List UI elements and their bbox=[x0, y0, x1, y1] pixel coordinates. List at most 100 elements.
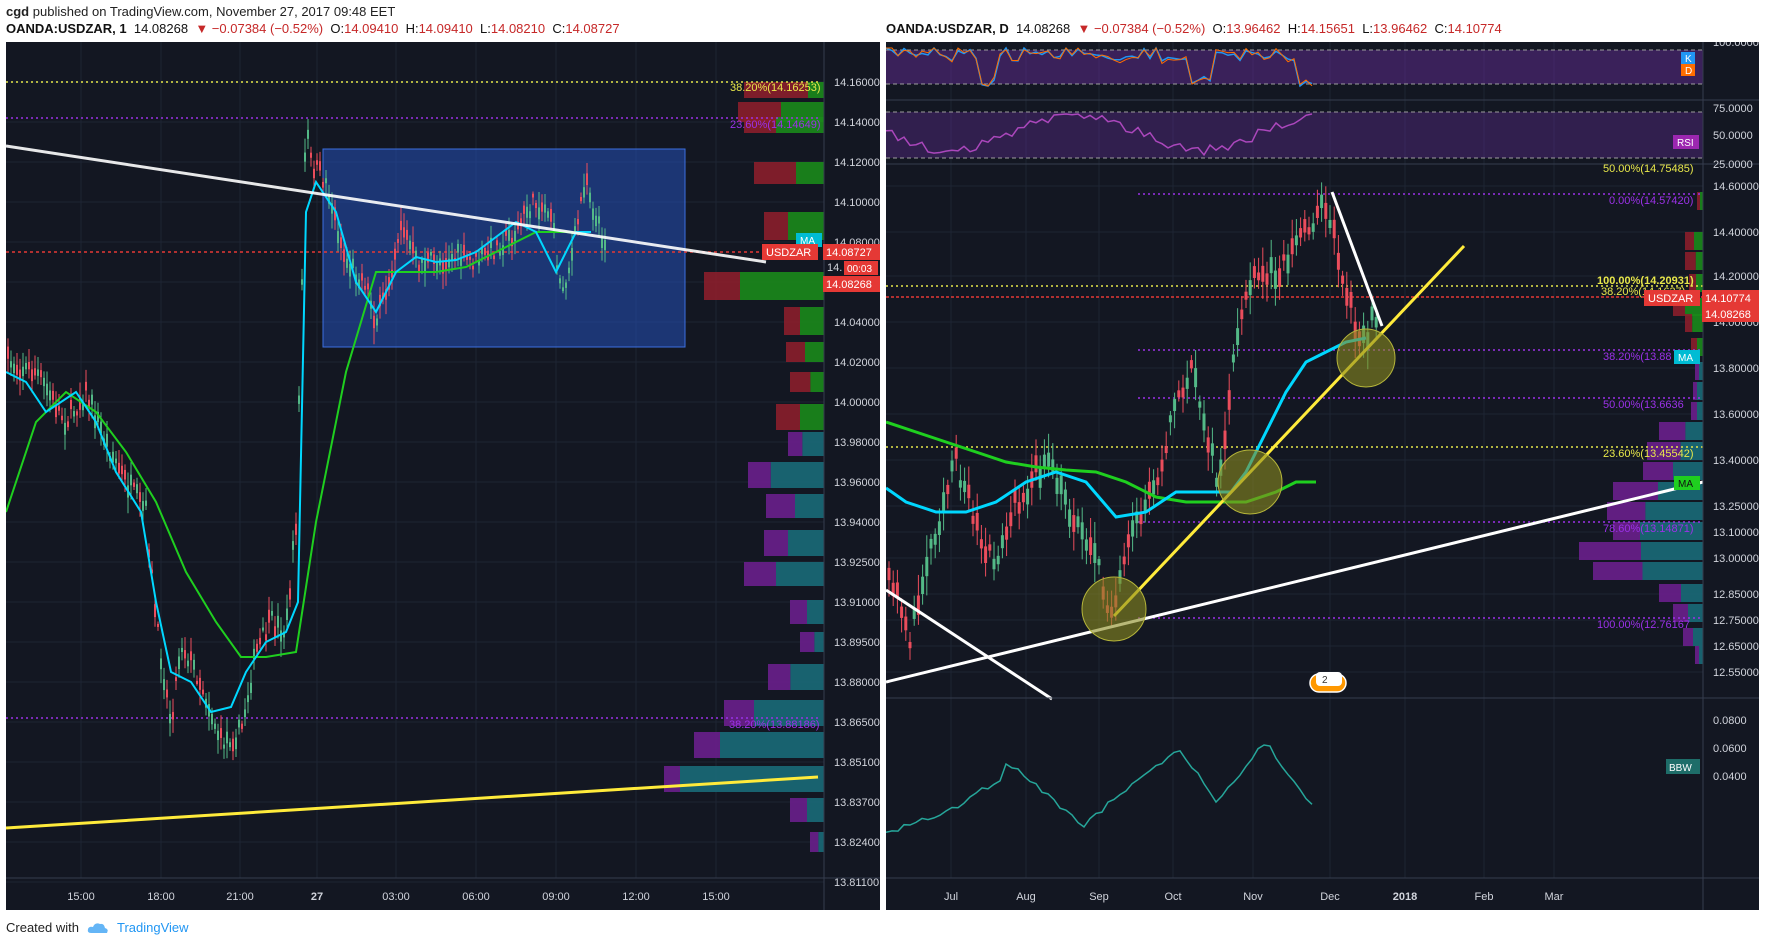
right-candle-body bbox=[1345, 287, 1349, 306]
bbw-line[interactable] bbox=[885, 744, 1313, 834]
bbw-badge bbox=[1666, 759, 1700, 774]
right-badge-price bbox=[1702, 290, 1759, 306]
right-vp-bar-up bbox=[1697, 402, 1703, 420]
right-circle-sep[interactable] bbox=[1081, 576, 1147, 642]
right-candle-body bbox=[1315, 205, 1319, 218]
left-symbol-info: OANDA:USDZAR, 1 14.08268 ▼ −0.07384 (−0.… bbox=[6, 21, 620, 36]
right-vp-bar-down bbox=[1659, 584, 1681, 602]
left-candle-body bbox=[151, 569, 153, 574]
left-candle-body bbox=[457, 243, 459, 253]
right-vp-bar-down bbox=[1693, 382, 1697, 400]
left-price: 14.08268 bbox=[133, 21, 189, 36]
right-x-tick: Aug bbox=[1016, 891, 1036, 903]
right-candle-body bbox=[1294, 235, 1298, 246]
left-candle-body bbox=[196, 680, 198, 684]
left-candle-body bbox=[373, 315, 375, 329]
right-candle-body bbox=[950, 460, 954, 472]
left-y-tick: 13.82400 bbox=[834, 837, 880, 849]
stoch-k-line[interactable] bbox=[885, 46, 1313, 88]
event-count-badge[interactable] bbox=[1316, 672, 1342, 686]
right-circle-nov[interactable] bbox=[1336, 328, 1396, 388]
left-x-axis[interactable]: 15:00 18:00 21:00 27 03:00 06:00 09:00 12:00 15:… bbox=[67, 891, 730, 903]
right-candle-body bbox=[904, 616, 908, 631]
left-chart-svg[interactable]: 38.20%(14.16253) 23.60%(14.14649) 38.20%… bbox=[5, 42, 880, 910]
stoch-d-line[interactable] bbox=[886, 46, 1313, 87]
left-candle-body bbox=[25, 362, 27, 370]
left-candle-body bbox=[85, 381, 87, 391]
left-fib-label-236: 23.60%(14.14649) bbox=[730, 119, 821, 131]
right-trendline-yellow[interactable] bbox=[1112, 244, 1466, 618]
left-badge-price-text: 14.08727 bbox=[826, 247, 872, 259]
left-ma-green[interactable] bbox=[5, 231, 587, 658]
right-open: 13.96462 bbox=[1226, 21, 1281, 36]
right-candle-body bbox=[1231, 354, 1235, 363]
right-candle-body bbox=[1336, 252, 1340, 270]
left-candle-body bbox=[145, 500, 147, 506]
left-badge-ma-text: MA bbox=[800, 236, 815, 247]
right-ma-cyan[interactable] bbox=[885, 336, 1367, 519]
right-chart-panel[interactable]: 50.00%(14.75485) 0.00%(14.57420) 100.00%… bbox=[885, 37, 1759, 910]
left-fib-label-lower: 38.20%(13.88186) bbox=[729, 719, 820, 731]
left-vp-bar-up bbox=[807, 600, 824, 624]
right-candle-body bbox=[1303, 219, 1307, 233]
left-trendline-white[interactable] bbox=[5, 144, 767, 264]
right-candle-body bbox=[1215, 477, 1219, 487]
right-vp-bar-up bbox=[1642, 562, 1703, 580]
right-badge-ma-green-text: MA bbox=[1678, 479, 1693, 490]
publish-header: cgd published on TradingView.com, Novemb… bbox=[6, 4, 395, 19]
right-candle-body bbox=[1152, 480, 1156, 495]
right-candle-body bbox=[1126, 534, 1130, 548]
left-candle-body bbox=[226, 731, 228, 744]
left-y-axis[interactable]: 14.1600014.1400014.1200014.1000014.08000… bbox=[834, 77, 880, 889]
left-badge-timer bbox=[844, 261, 878, 275]
left-candle-body bbox=[337, 231, 339, 244]
right-candle-body bbox=[1265, 273, 1269, 285]
right-trendline-white-down[interactable] bbox=[885, 588, 1053, 701]
left-candle-body bbox=[28, 361, 30, 370]
right-x-axis[interactable]: Jul Aug Sep Oct Nov Dec 2018 Feb Mar bbox=[944, 891, 1564, 903]
right-x-tick: Dec bbox=[1320, 891, 1340, 903]
right-y-tick: 14.60000 bbox=[1713, 181, 1759, 193]
left-y-tick: 13.94000 bbox=[834, 517, 880, 529]
left-candle-body bbox=[223, 744, 225, 749]
right-trendline-white-short[interactable] bbox=[1330, 191, 1384, 327]
right-x-tick: Feb bbox=[1475, 891, 1494, 903]
tradingview-link[interactable]: TradingView bbox=[116, 920, 189, 935]
stoch-k-badge bbox=[1681, 52, 1695, 64]
left-candle-body bbox=[181, 647, 183, 652]
left-candle-body bbox=[130, 474, 132, 486]
right-circle-oct[interactable] bbox=[1217, 449, 1283, 515]
left-candle-body bbox=[535, 203, 537, 209]
left-y-tick: 13.92500 bbox=[834, 557, 880, 569]
left-candle-body bbox=[112, 451, 114, 463]
right-vp-bar-up bbox=[1692, 314, 1703, 332]
left-vp-bar-down bbox=[744, 82, 808, 98]
right-y-tick: 13.40000 bbox=[1713, 455, 1759, 467]
bbw-y-tick: 0.0800 bbox=[1713, 715, 1747, 727]
left-chart-panel[interactable]: 38.20%(14.16253) 23.60%(14.14649) 38.20%… bbox=[5, 42, 880, 910]
left-candle-body bbox=[547, 211, 549, 218]
right-candle-body bbox=[921, 576, 925, 595]
right-candle-body bbox=[1261, 265, 1265, 282]
left-candle-body bbox=[481, 247, 483, 255]
right-chart-svg[interactable]: 50.00%(14.75485) 0.00%(14.57420) 100.00%… bbox=[885, 37, 1759, 910]
right-candle-body bbox=[1118, 570, 1122, 584]
publisher-name[interactable]: cgd bbox=[6, 4, 30, 19]
left-candle-body bbox=[178, 656, 180, 670]
right-candle-body bbox=[912, 607, 916, 619]
right-vp-bar-down bbox=[1685, 252, 1696, 270]
right-y-axis[interactable]: 14.6000014.4000014.2000014.0000013.80000… bbox=[1713, 37, 1759, 783]
right-vp-bar-up bbox=[1695, 252, 1703, 270]
left-candle-body bbox=[232, 738, 234, 752]
right-trendline-white-long[interactable] bbox=[885, 480, 1704, 684]
left-candle-body bbox=[172, 712, 174, 720]
left-ma-cyan[interactable] bbox=[5, 179, 591, 714]
rsi-badge-text: RSI bbox=[1677, 138, 1694, 149]
left-vp-bar-down bbox=[694, 732, 720, 758]
left-candle-body bbox=[553, 223, 555, 231]
right-badge-ma-green bbox=[1674, 476, 1700, 490]
left-vp-bar-down bbox=[800, 632, 815, 652]
left-trendline-yellow[interactable] bbox=[5, 775, 819, 830]
left-candle-body bbox=[319, 161, 321, 171]
rsi-line[interactable] bbox=[885, 113, 1313, 157]
